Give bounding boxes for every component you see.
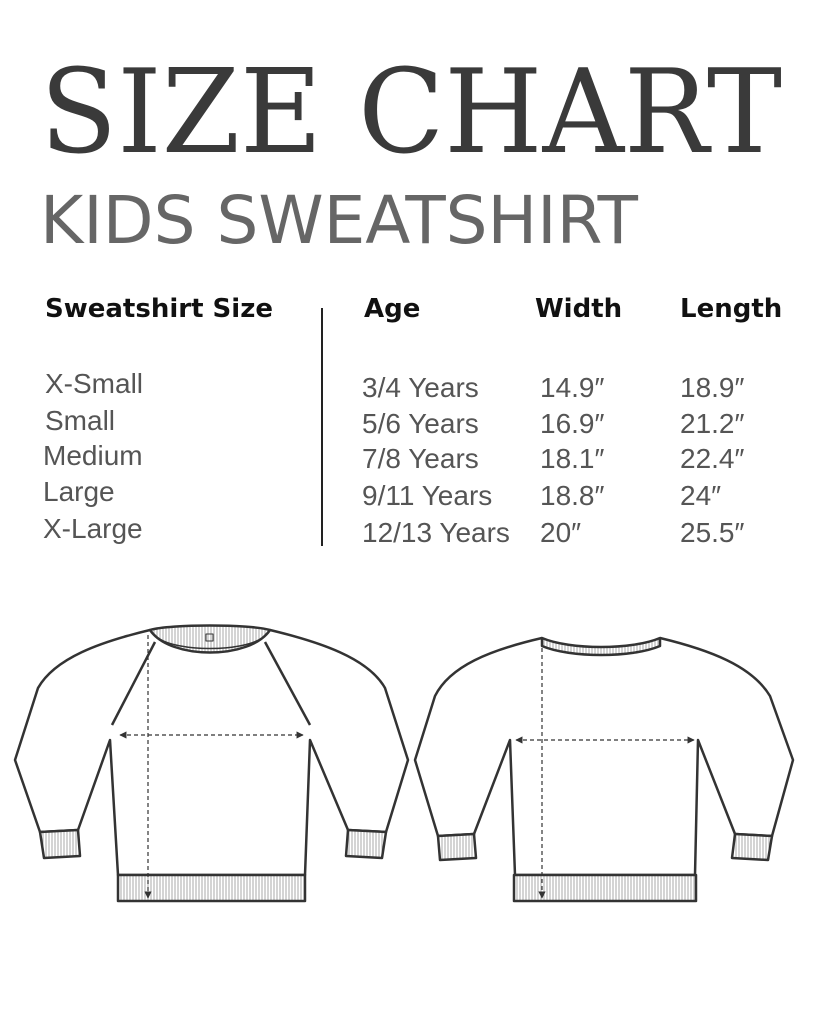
page-title: SIZE CHART bbox=[40, 45, 782, 170]
back-sweatshirt bbox=[413, 636, 795, 903]
front-sweatshirt bbox=[13, 624, 410, 903]
header-age: Age bbox=[364, 294, 421, 324]
cell-age: 7/8 Years bbox=[362, 443, 479, 474]
cell-width: 18.1″ bbox=[540, 443, 605, 474]
cell-width: 16.9″ bbox=[540, 408, 605, 439]
cell-size: Medium bbox=[43, 440, 143, 471]
cell-size: X-Small bbox=[45, 368, 144, 399]
header-width: Width bbox=[535, 294, 623, 324]
header-size: Sweatshirt Size bbox=[45, 294, 273, 324]
cell-width: 18.8″ bbox=[540, 480, 605, 511]
cell-length: 24″ bbox=[680, 480, 722, 511]
subtitle: KIDS SWEATSHIRT bbox=[40, 182, 638, 259]
page-title-svg: SIZE CHART bbox=[40, 45, 782, 170]
header-length: Length bbox=[680, 294, 783, 324]
cell-age: 5/6 Years bbox=[362, 408, 479, 439]
cell-length: 18.9″ bbox=[680, 372, 745, 403]
cell-length: 21.2″ bbox=[680, 408, 745, 439]
column-divider bbox=[321, 308, 323, 546]
cell-age: 9/11 Years bbox=[362, 480, 493, 511]
cell-width: 14.9″ bbox=[540, 372, 605, 403]
cell-size: Small bbox=[45, 405, 116, 436]
cell-size: Large bbox=[43, 476, 115, 507]
cell-width: 20″ bbox=[540, 517, 582, 548]
cell-size: X-Large bbox=[43, 513, 143, 544]
cell-length: 25.5″ bbox=[680, 517, 745, 548]
cell-age: 3/4 Years bbox=[362, 372, 479, 403]
sweatshirt-diagrams bbox=[13, 624, 795, 903]
cell-length: 22.4″ bbox=[680, 443, 745, 474]
cell-age: 12/13 Years bbox=[362, 517, 510, 548]
